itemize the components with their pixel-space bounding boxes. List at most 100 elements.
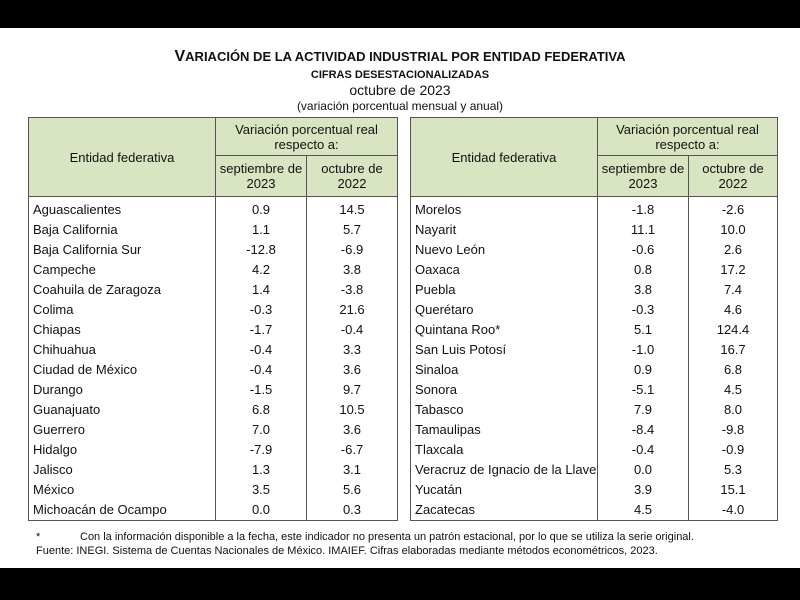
column-header: Variación porcentual real respecto a: (215, 117, 398, 156)
annual-change: 5.3 (688, 460, 778, 480)
entity-name: Zacatecas (410, 500, 598, 521)
annual-change: -4.0 (688, 500, 778, 521)
monthly-change: 1.4 (215, 280, 307, 300)
monthly-change: -1.5 (215, 380, 307, 400)
entity-name: Morelos (410, 196, 598, 220)
gap (397, 380, 411, 400)
data-table: Entidad federativa Variación porcentual … (28, 117, 778, 521)
annual-change: 9.7 (306, 380, 398, 400)
column-header: octubre de 2022 (688, 155, 778, 197)
entity-name: Baja California (28, 220, 216, 240)
annual-change: -9.8 (688, 420, 778, 440)
entity-name: Tlaxcala (410, 440, 598, 460)
source: Fuente: INEGI. Sistema de Cuentas Nacion… (36, 545, 658, 557)
annual-change: -0.4 (306, 320, 398, 340)
gap (397, 240, 411, 260)
entity-name: Yucatán (410, 480, 598, 500)
annual-change: 5.7 (306, 220, 398, 240)
annual-change: 6.8 (688, 360, 778, 380)
entity-name: Ciudad de México (28, 360, 216, 380)
table-row: Ciudad de México -0.4 3.6 Sinaloa 0.9 6.8 (28, 360, 778, 380)
annual-change: 5.6 (306, 480, 398, 500)
gap (397, 220, 411, 240)
monthly-change: 0.8 (597, 260, 689, 280)
monthly-change: 11.1 (597, 220, 689, 240)
monthly-change: -5.1 (597, 380, 689, 400)
annual-change: 3.6 (306, 360, 398, 380)
monthly-change: 0.9 (215, 196, 307, 220)
gap (397, 340, 411, 360)
monthly-change: -0.3 (597, 300, 689, 320)
unit: (variación porcentual mensual y anual) (296, 99, 504, 113)
monthly-change: 5.1 (597, 320, 689, 340)
entity-name: Oaxaca (410, 260, 598, 280)
gap (397, 400, 411, 420)
monthly-change: -12.8 (215, 240, 307, 260)
entity-name: Nuevo León (410, 240, 598, 260)
annual-change: -6.7 (306, 440, 398, 460)
footnote-mark: * (36, 531, 41, 543)
annual-change: 3.1 (306, 460, 398, 480)
annual-change: 4.6 (688, 300, 778, 320)
monthly-change: 3.9 (597, 480, 689, 500)
annual-change: -6.9 (306, 240, 398, 260)
entity-name: Hidalgo (28, 440, 216, 460)
entity-name: Aguascalientes (28, 196, 216, 220)
entity-name: Coahuila de Zaragoza (28, 280, 216, 300)
monthly-change: 0.0 (215, 500, 307, 521)
monthly-change: -1.0 (597, 340, 689, 360)
entity-name: Veracruz de Ignacio de la Llave (410, 460, 598, 480)
entity-name: San Luis Potosí (410, 340, 598, 360)
table-row: Colima -0.3 21.6 Querétaro -0.3 4.6 (28, 300, 778, 320)
entity-name: Querétaro (410, 300, 598, 320)
entity-name: Michoacán de Ocampo (28, 500, 216, 521)
monthly-change: 7.9 (597, 400, 689, 420)
column-header: Entidad federativa (410, 117, 598, 197)
gap (397, 117, 411, 197)
gap (397, 500, 411, 521)
table-row: Chihuahua -0.4 3.3 San Luis Potosí -1.0 16.7 (28, 340, 778, 360)
gap (397, 360, 411, 380)
monthly-change: 3.5 (215, 480, 307, 500)
annual-change: 3.3 (306, 340, 398, 360)
monthly-change: -0.4 (215, 360, 307, 380)
monthly-change: 1.1 (215, 220, 307, 240)
table-row: Michoacán de Ocampo 0.0 0.3 Zacatecas 4.5 -4.… (28, 500, 778, 521)
entity-name: Puebla (410, 280, 598, 300)
table-row: Guerrero 7.0 3.6 Tamaulipas -8.4 -9.8 (28, 420, 778, 440)
entity-name: Baja California Sur (28, 240, 216, 260)
annual-change: 3.8 (306, 260, 398, 280)
gap (397, 320, 411, 340)
entity-name: Nayarit (410, 220, 598, 240)
monthly-change: 3.8 (597, 280, 689, 300)
gap (397, 460, 411, 480)
table-row: México 3.5 5.6 Yucatán 3.9 15.1 (28, 480, 778, 500)
annual-change: 21.6 (306, 300, 398, 320)
entity-name: Sinaloa (410, 360, 598, 380)
entity-name: Guanajuato (28, 400, 216, 420)
annual-change: 3.6 (306, 420, 398, 440)
monthly-change: -7.9 (215, 440, 307, 460)
monthly-change: 0.9 (597, 360, 689, 380)
monthly-change: -0.4 (597, 440, 689, 460)
footnote: Con la información disponible a la fecha… (80, 531, 694, 543)
annual-change: -3.8 (306, 280, 398, 300)
entity-name: Durango (28, 380, 216, 400)
annual-change: 17.2 (688, 260, 778, 280)
gap (397, 300, 411, 320)
monthly-change: 4.2 (215, 260, 307, 280)
document: VARIACIÓN DE LA ACTIVIDAD INDUSTRIAL POR… (0, 28, 800, 568)
monthly-change: 4.5 (597, 500, 689, 521)
annual-change: 7.4 (688, 280, 778, 300)
entity-name: Guerrero (28, 420, 216, 440)
annual-change: 4.5 (688, 380, 778, 400)
annual-change: 10.0 (688, 220, 778, 240)
column-header: Entidad federativa (28, 117, 216, 197)
monthly-change: -0.4 (215, 340, 307, 360)
entity-name: Jalisco (28, 460, 216, 480)
entity-name: Quintana Roo* (410, 320, 598, 340)
entity-name: Sonora (410, 380, 598, 400)
monthly-change: 0.0 (597, 460, 689, 480)
annual-change: 2.6 (688, 240, 778, 260)
